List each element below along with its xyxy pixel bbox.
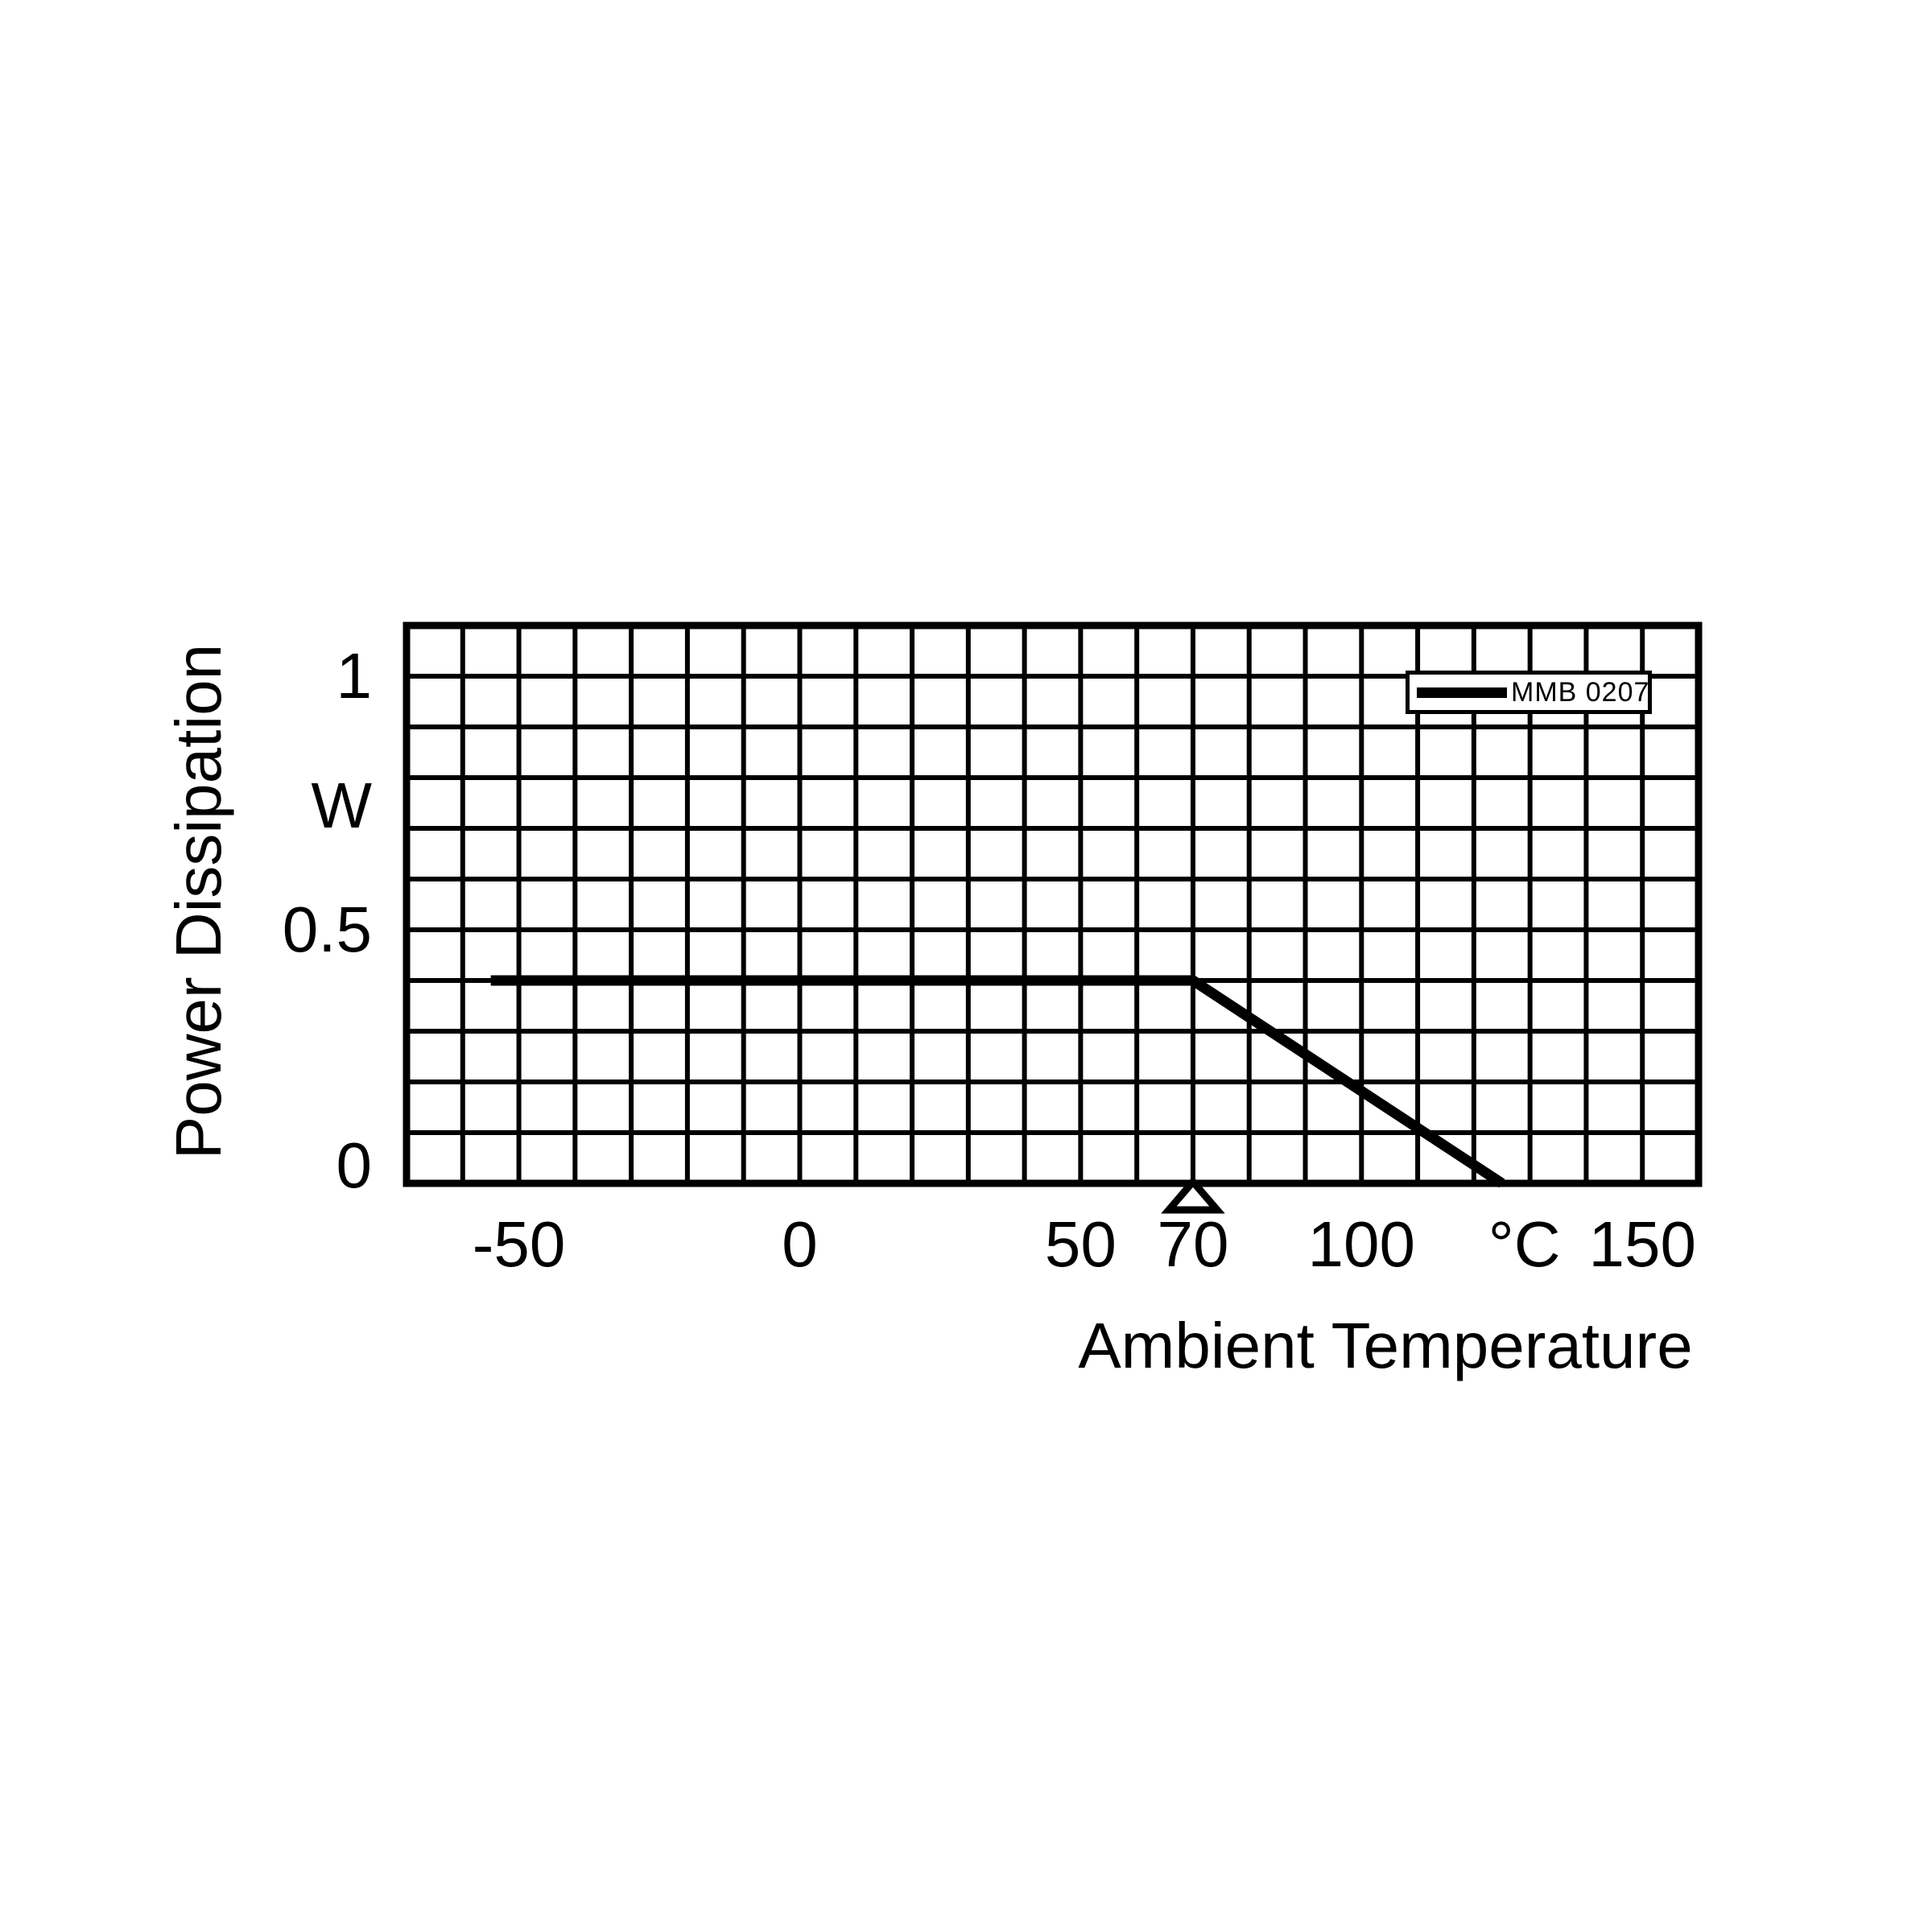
x-tick-label-50: 50	[1044, 1208, 1117, 1280]
plot-border	[402, 621, 1703, 1187]
legend-box: MMB 0207	[1406, 671, 1652, 714]
series-line-mmb-0207	[490, 975, 1505, 1188]
x-tick-label--50: -50	[472, 1208, 566, 1280]
y-tick-label-0: 0	[336, 1129, 373, 1201]
y-axis-title: Power Dissipation	[163, 643, 234, 1160]
x-axis-unit-label: °C	[1488, 1208, 1561, 1280]
y-axis-unit-label: W	[311, 769, 372, 841]
x-tick-label-150: 150	[1588, 1208, 1696, 1280]
rated-temperature-marker	[1161, 1176, 1225, 1214]
x-tick-label-0: 0	[782, 1208, 818, 1280]
x-axis-title: Ambient Temperature	[1078, 1310, 1693, 1381]
x-tick-label-70: 70	[1157, 1208, 1229, 1280]
y-tick-label-0.5: 0.5	[282, 894, 372, 965]
x-tick-label-100: 100	[1307, 1208, 1416, 1280]
y-tick-label-1: 1	[336, 640, 373, 712]
legend-series-label: MMB 0207	[1511, 677, 1650, 708]
legend-line-swatch	[1417, 687, 1507, 698]
